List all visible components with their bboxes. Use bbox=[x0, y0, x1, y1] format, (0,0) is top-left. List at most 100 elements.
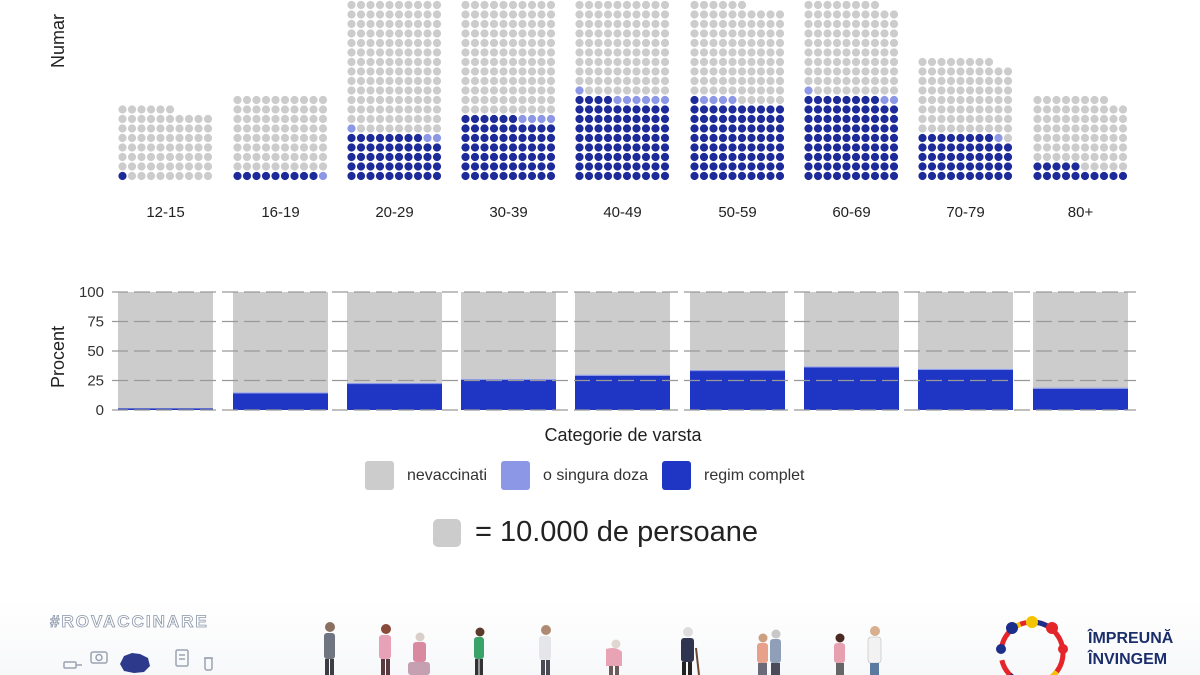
y-tick-label: 75 bbox=[87, 314, 104, 331]
waffle-column-50-59 bbox=[690, 0, 785, 181]
waffle-dot bbox=[546, 162, 556, 171]
waffle-dot bbox=[965, 162, 975, 171]
waffle-dot bbox=[1042, 162, 1052, 171]
legend-swatch-singura-doza bbox=[501, 461, 531, 490]
waffle-dot bbox=[527, 162, 537, 171]
waffle-dot bbox=[660, 162, 670, 171]
person-icon bbox=[379, 624, 391, 675]
waffle-dot bbox=[813, 57, 823, 67]
waffle-dot bbox=[594, 143, 603, 152]
syringe-icon bbox=[63, 661, 82, 669]
waffle-dot bbox=[632, 124, 641, 133]
waffle-dot bbox=[413, 143, 423, 152]
waffle-dot bbox=[984, 162, 994, 171]
waffle-dot bbox=[756, 143, 766, 152]
waffle-dot bbox=[146, 114, 156, 124]
waffle-dot bbox=[889, 95, 899, 105]
waffle-dot bbox=[1080, 171, 1090, 181]
waffle-dot bbox=[584, 152, 594, 162]
waffle-dot bbox=[366, 19, 375, 29]
waffle-dot bbox=[489, 86, 499, 95]
y-tick-label: 100 bbox=[79, 284, 104, 301]
waffle-dot bbox=[184, 133, 194, 143]
waffle-dot bbox=[823, 133, 832, 143]
person-icon bbox=[474, 627, 485, 675]
waffle-dot bbox=[889, 48, 899, 57]
waffle-dot bbox=[233, 152, 242, 162]
waffle-dot bbox=[489, 95, 499, 105]
waffle-dot bbox=[165, 105, 175, 114]
waffle-dot bbox=[404, 143, 413, 152]
waffle-dot bbox=[699, 105, 709, 114]
bar-segment bbox=[575, 374, 670, 376]
waffle-dot bbox=[432, 124, 442, 133]
waffle-dot bbox=[261, 95, 271, 105]
waffle-dot bbox=[1090, 143, 1099, 152]
waffle-dot bbox=[137, 171, 146, 181]
waffle-dot bbox=[747, 143, 756, 152]
waffle-dot bbox=[271, 105, 280, 114]
waffle-dot bbox=[842, 29, 851, 38]
waffle-dot bbox=[432, 76, 442, 86]
waffle-dot bbox=[480, 162, 489, 171]
waffle-dot bbox=[823, 57, 832, 67]
waffle-dot bbox=[537, 67, 546, 76]
waffle-dot bbox=[1033, 171, 1042, 181]
bar-segment bbox=[804, 367, 899, 410]
waffle-dot bbox=[766, 19, 775, 29]
waffle-dot bbox=[842, 67, 851, 76]
waffle-dot bbox=[709, 114, 718, 124]
waffle-dot bbox=[956, 143, 965, 152]
waffle-dot bbox=[546, 38, 556, 48]
waffle-dot bbox=[261, 133, 271, 143]
waffle-dot bbox=[480, 105, 489, 114]
waffle-dot bbox=[366, 29, 375, 38]
waffle-dot bbox=[165, 162, 175, 171]
waffle-dot bbox=[432, 57, 442, 67]
waffle-dot bbox=[718, 152, 728, 162]
waffle-dot bbox=[984, 171, 994, 181]
waffle-dot bbox=[480, 171, 489, 181]
waffle-dot bbox=[404, 114, 413, 124]
waffle-dot bbox=[375, 29, 385, 38]
waffle-dot bbox=[1042, 152, 1052, 162]
waffle-dot bbox=[423, 114, 432, 124]
legend: nevaccinati o singura doza regim complet bbox=[365, 461, 805, 490]
waffle-dot bbox=[918, 95, 927, 105]
waffle-dot bbox=[622, 171, 632, 181]
waffle-dot bbox=[499, 10, 508, 19]
waffle-dot bbox=[718, 162, 728, 171]
waffle-dot bbox=[271, 133, 280, 143]
waffle-dot bbox=[813, 76, 823, 86]
waffle-dot bbox=[813, 124, 823, 133]
waffle-dot bbox=[394, 10, 404, 19]
y-tick-label: 25 bbox=[87, 373, 104, 390]
waffle-dot bbox=[309, 143, 318, 152]
waffle-dot bbox=[461, 86, 470, 95]
waffle-dot bbox=[775, 143, 785, 152]
waffle-y-axis-label: Numar bbox=[48, 13, 68, 68]
waffle-dot bbox=[318, 162, 328, 171]
waffle-dot bbox=[546, 171, 556, 181]
waffle-dot bbox=[366, 48, 375, 57]
waffle-dot bbox=[690, 57, 699, 67]
waffle-dot bbox=[641, 86, 651, 95]
waffle-dot bbox=[690, 114, 699, 124]
waffle-dot bbox=[975, 105, 984, 114]
waffle-dot bbox=[118, 152, 127, 162]
waffle-dot bbox=[385, 143, 394, 152]
waffle-dot bbox=[651, 48, 660, 57]
waffle-dot bbox=[233, 171, 242, 181]
waffle-dot bbox=[632, 95, 641, 105]
waffle-dot bbox=[927, 76, 937, 86]
romania-map-icon bbox=[120, 653, 150, 673]
waffle-dot bbox=[775, 171, 785, 181]
waffle-dot bbox=[870, 171, 880, 181]
waffle-dot bbox=[1042, 133, 1052, 143]
waffle-dot bbox=[1109, 124, 1118, 133]
waffle-dot bbox=[432, 48, 442, 57]
waffle-dot bbox=[842, 38, 851, 48]
waffle-dot bbox=[880, 76, 889, 86]
waffle-dot bbox=[870, 105, 880, 114]
waffle-dot bbox=[347, 10, 356, 19]
